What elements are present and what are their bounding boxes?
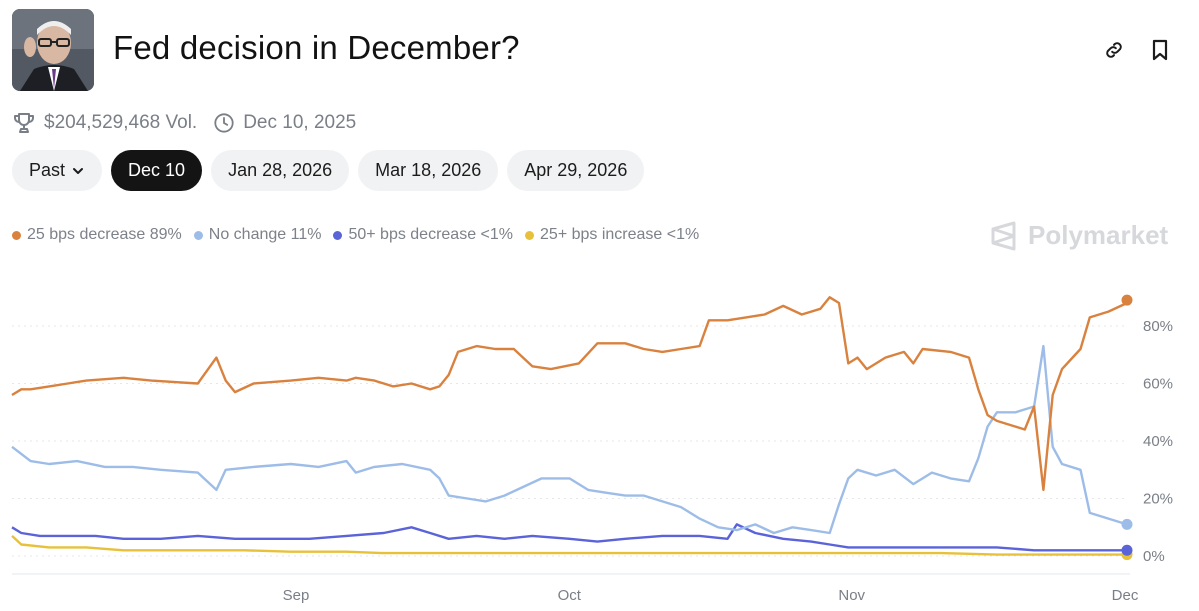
tab-past-label: Past	[29, 160, 66, 180]
trophy-icon	[14, 113, 34, 133]
chart-grid	[12, 325, 1130, 575]
legend-entry: 25+ bps increase <1%	[525, 226, 699, 244]
tab-dec-10[interactable]: Dec 10	[111, 150, 203, 191]
series-end-point	[1121, 544, 1133, 556]
volume-info: $204,529,468 Vol.	[12, 111, 197, 135]
person-portrait-icon	[12, 9, 94, 91]
legend-label: No change 11%	[208, 226, 322, 243]
legend-entry: 50+ bps decrease <1%	[333, 226, 513, 244]
series-line	[11, 344, 1128, 535]
legend-label: 50+ bps decrease <1%	[348, 226, 514, 243]
x-tick-label: Sep	[283, 587, 310, 604]
tab-mar-18-2026-label: Mar 18, 2026	[375, 160, 482, 180]
x-tick-label: Dec	[1112, 587, 1139, 604]
tab-mar-18-2026[interactable]: Mar 18, 2026	[358, 150, 499, 191]
market-meta: $204,529,468 Vol. Dec 10, 2025	[12, 108, 372, 138]
legend-label: 25 bps decrease 89%	[27, 226, 182, 243]
market-title: Fed decision in December?	[113, 29, 520, 66]
tab-dec-10-label: Dec 10	[128, 160, 186, 180]
x-tick-label: Nov	[838, 587, 865, 604]
series-end-point	[1121, 518, 1133, 530]
y-tick-label: 40%	[1143, 433, 1173, 450]
market-header: Fed decision in December?	[12, 9, 1187, 91]
legend-entry: 25 bps decrease 89%	[12, 226, 182, 244]
tab-apr-29-2026-label: Apr 29, 2026	[524, 160, 628, 180]
end-date-text: Dec 10, 2025	[243, 112, 357, 133]
y-tick-label: 80%	[1143, 318, 1173, 335]
legend-dot	[12, 230, 21, 240]
date-tabs: Past Dec 10 Jan 28, 2026 Mar 18, 2026 Ap…	[12, 150, 645, 191]
copy-link-button[interactable]	[1100, 36, 1128, 64]
polymarket-logo-icon	[991, 221, 1016, 250]
series-line	[11, 535, 1127, 556]
series-line	[11, 523, 1127, 552]
legend-dot	[193, 230, 203, 240]
legend-dot	[525, 230, 535, 240]
brand-name: Polymarket	[1028, 220, 1169, 250]
tab-jan-28-2026[interactable]: Jan 28, 2026	[211, 150, 350, 191]
polymarket-watermark: Polymarket	[990, 220, 1168, 251]
y-tick-label: 60%	[1143, 376, 1173, 393]
link-icon	[1106, 42, 1122, 58]
series-end-point	[1121, 294, 1133, 306]
series-line	[11, 296, 1129, 492]
bookmark-button[interactable]	[1146, 36, 1174, 64]
tab-past[interactable]: Past	[12, 150, 103, 191]
tab-apr-29-2026[interactable]: Apr 29, 2026	[507, 150, 645, 191]
x-axis-ticks: Sep Oct Nov Dec	[283, 587, 1139, 604]
tab-jan-28-2026-label: Jan 28, 2026	[228, 160, 333, 180]
chevron-down-icon	[71, 164, 85, 178]
x-tick-label: Oct	[558, 587, 582, 604]
y-axis-ticks: 0% 20% 40% 60% 80%	[1143, 318, 1173, 565]
volume-text: $204,529,468 Vol.	[44, 112, 198, 133]
chart-series	[11, 294, 1133, 561]
y-tick-label: 20%	[1143, 491, 1173, 508]
bookmark-icon	[1152, 39, 1168, 61]
legend-label: 25+ bps increase <1%	[540, 226, 700, 243]
legend-entry: No change 11%	[193, 226, 322, 244]
y-tick-label: 0%	[1143, 548, 1165, 565]
legend-dot	[333, 230, 343, 240]
market-avatar	[12, 9, 94, 91]
probability-chart: 0% 20% 40% 60% 80% Sep Oct Nov Dec	[11, 294, 1173, 604]
clock-icon	[214, 113, 234, 133]
chart-legend: 25 bps decrease 89% No change 11% 50+ bp…	[12, 226, 699, 244]
end-date-info: Dec 10, 2025	[213, 112, 356, 134]
